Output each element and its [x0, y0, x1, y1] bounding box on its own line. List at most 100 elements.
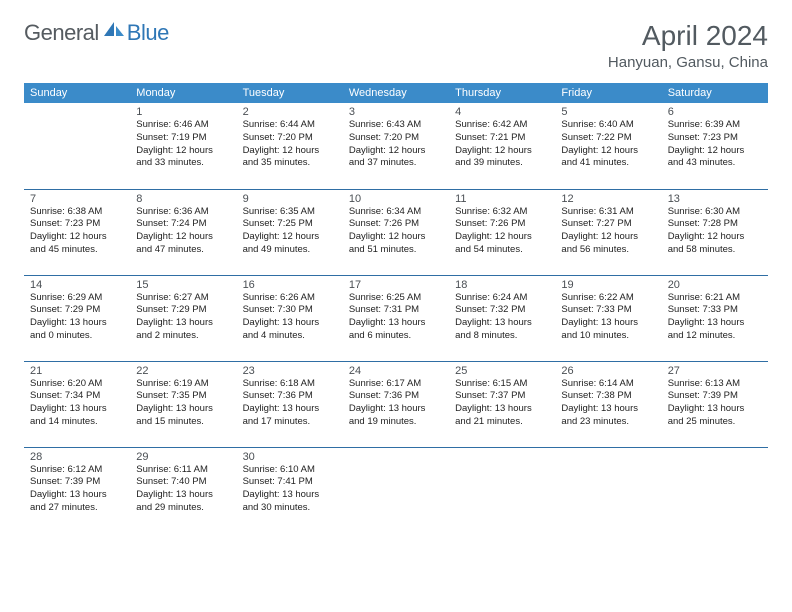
daylight-line: Daylight: 13 hours — [243, 403, 337, 416]
daylight-line: Daylight: 13 hours — [561, 317, 655, 330]
logo-text-blue: Blue — [127, 20, 169, 46]
daylight-line: and 27 minutes. — [30, 502, 124, 515]
sunrise-line: Sunrise: 6:11 AM — [136, 464, 230, 477]
sunset-line: Sunset: 7:29 PM — [30, 304, 124, 317]
calendar-cell: 5Sunrise: 6:40 AMSunset: 7:22 PMDaylight… — [555, 103, 661, 189]
daylight-line: and 17 minutes. — [243, 416, 337, 429]
daylight-line: and 47 minutes. — [136, 244, 230, 257]
sunset-line: Sunset: 7:20 PM — [349, 132, 443, 145]
daylight-line: Daylight: 12 hours — [561, 145, 655, 158]
sunrise-line: Sunrise: 6:20 AM — [30, 378, 124, 391]
calendar-cell: 7Sunrise: 6:38 AMSunset: 7:23 PMDaylight… — [24, 189, 130, 275]
calendar-cell: 2Sunrise: 6:44 AMSunset: 7:20 PMDaylight… — [237, 103, 343, 189]
daylight-line: Daylight: 13 hours — [243, 489, 337, 502]
day-number: 7 — [30, 193, 124, 205]
daylight-line: and 49 minutes. — [243, 244, 337, 257]
sunset-line: Sunset: 7:39 PM — [30, 476, 124, 489]
weekday-header: Monday — [130, 83, 236, 103]
calendar-cell: 8Sunrise: 6:36 AMSunset: 7:24 PMDaylight… — [130, 189, 236, 275]
sunrise-line: Sunrise: 6:26 AM — [243, 292, 337, 305]
day-number: 16 — [243, 279, 337, 291]
daylight-line: and 29 minutes. — [136, 502, 230, 515]
day-number: 27 — [668, 365, 762, 377]
daylight-line: and 4 minutes. — [243, 330, 337, 343]
calendar-page: General Blue April 2024 Hanyuan, Gansu, … — [0, 0, 792, 553]
sunrise-line: Sunrise: 6:10 AM — [243, 464, 337, 477]
sunrise-line: Sunrise: 6:31 AM — [561, 206, 655, 219]
daylight-line: and 2 minutes. — [136, 330, 230, 343]
daylight-line: and 10 minutes. — [561, 330, 655, 343]
sunset-line: Sunset: 7:19 PM — [136, 132, 230, 145]
daylight-line: Daylight: 13 hours — [243, 317, 337, 330]
daylight-line: and 45 minutes. — [30, 244, 124, 257]
sunrise-line: Sunrise: 6:29 AM — [30, 292, 124, 305]
sunset-line: Sunset: 7:24 PM — [136, 218, 230, 231]
sunrise-line: Sunrise: 6:24 AM — [455, 292, 549, 305]
weekday-header: Friday — [555, 83, 661, 103]
daylight-line: and 19 minutes. — [349, 416, 443, 429]
calendar-cell: 14Sunrise: 6:29 AMSunset: 7:29 PMDayligh… — [24, 275, 130, 361]
daylight-line: Daylight: 12 hours — [668, 145, 762, 158]
calendar-cell: 3Sunrise: 6:43 AMSunset: 7:20 PMDaylight… — [343, 103, 449, 189]
day-number: 8 — [136, 193, 230, 205]
day-number: 17 — [349, 279, 443, 291]
daylight-line: and 21 minutes. — [455, 416, 549, 429]
day-number: 3 — [349, 106, 443, 118]
calendar-cell: 4Sunrise: 6:42 AMSunset: 7:21 PMDaylight… — [449, 103, 555, 189]
calendar-cell: 28Sunrise: 6:12 AMSunset: 7:39 PMDayligh… — [24, 447, 130, 533]
daylight-line: Daylight: 12 hours — [455, 231, 549, 244]
daylight-line: and 43 minutes. — [668, 157, 762, 170]
day-number: 6 — [668, 106, 762, 118]
day-number: 2 — [243, 106, 337, 118]
daylight-line: and 12 minutes. — [668, 330, 762, 343]
calendar-row: 7Sunrise: 6:38 AMSunset: 7:23 PMDaylight… — [24, 189, 768, 275]
sunset-line: Sunset: 7:20 PM — [243, 132, 337, 145]
calendar-cell: 27Sunrise: 6:13 AMSunset: 7:39 PMDayligh… — [662, 361, 768, 447]
calendar-cell: 12Sunrise: 6:31 AMSunset: 7:27 PMDayligh… — [555, 189, 661, 275]
day-number: 24 — [349, 365, 443, 377]
sunset-line: Sunset: 7:35 PM — [136, 390, 230, 403]
sunrise-line: Sunrise: 6:35 AM — [243, 206, 337, 219]
calendar-cell: 17Sunrise: 6:25 AMSunset: 7:31 PMDayligh… — [343, 275, 449, 361]
sunrise-line: Sunrise: 6:43 AM — [349, 119, 443, 132]
daylight-line: and 35 minutes. — [243, 157, 337, 170]
calendar-row: 21Sunrise: 6:20 AMSunset: 7:34 PMDayligh… — [24, 361, 768, 447]
calendar-cell: 23Sunrise: 6:18 AMSunset: 7:36 PMDayligh… — [237, 361, 343, 447]
sunrise-line: Sunrise: 6:39 AM — [668, 119, 762, 132]
sunset-line: Sunset: 7:25 PM — [243, 218, 337, 231]
day-number: 18 — [455, 279, 549, 291]
sunrise-line: Sunrise: 6:30 AM — [668, 206, 762, 219]
day-number: 23 — [243, 365, 337, 377]
weekday-header: Saturday — [662, 83, 768, 103]
daylight-line: Daylight: 13 hours — [30, 489, 124, 502]
day-number: 26 — [561, 365, 655, 377]
calendar-row: 1Sunrise: 6:46 AMSunset: 7:19 PMDaylight… — [24, 103, 768, 189]
day-number: 28 — [30, 451, 124, 463]
daylight-line: Daylight: 12 hours — [136, 145, 230, 158]
sunset-line: Sunset: 7:23 PM — [30, 218, 124, 231]
calendar-cell: 24Sunrise: 6:17 AMSunset: 7:36 PMDayligh… — [343, 361, 449, 447]
daylight-line: Daylight: 12 hours — [349, 231, 443, 244]
calendar-cell: 16Sunrise: 6:26 AMSunset: 7:30 PMDayligh… — [237, 275, 343, 361]
daylight-line: Daylight: 13 hours — [30, 403, 124, 416]
title-block: April 2024 Hanyuan, Gansu, China — [608, 20, 768, 71]
daylight-line: and 41 minutes. — [561, 157, 655, 170]
calendar-cell: 19Sunrise: 6:22 AMSunset: 7:33 PMDayligh… — [555, 275, 661, 361]
calendar-cell — [555, 447, 661, 533]
sunset-line: Sunset: 7:32 PM — [455, 304, 549, 317]
calendar-body: 1Sunrise: 6:46 AMSunset: 7:19 PMDaylight… — [24, 103, 768, 533]
daylight-line: Daylight: 12 hours — [668, 231, 762, 244]
sunrise-line: Sunrise: 6:42 AM — [455, 119, 549, 132]
calendar-cell — [449, 447, 555, 533]
day-number: 25 — [455, 365, 549, 377]
daylight-line: Daylight: 13 hours — [136, 489, 230, 502]
calendar-row: 28Sunrise: 6:12 AMSunset: 7:39 PMDayligh… — [24, 447, 768, 533]
sail-icon — [103, 20, 125, 43]
sunset-line: Sunset: 7:26 PM — [455, 218, 549, 231]
day-number: 15 — [136, 279, 230, 291]
sunrise-line: Sunrise: 6:22 AM — [561, 292, 655, 305]
daylight-line: Daylight: 13 hours — [561, 403, 655, 416]
calendar-cell: 29Sunrise: 6:11 AMSunset: 7:40 PMDayligh… — [130, 447, 236, 533]
sunrise-line: Sunrise: 6:32 AM — [455, 206, 549, 219]
day-number: 22 — [136, 365, 230, 377]
